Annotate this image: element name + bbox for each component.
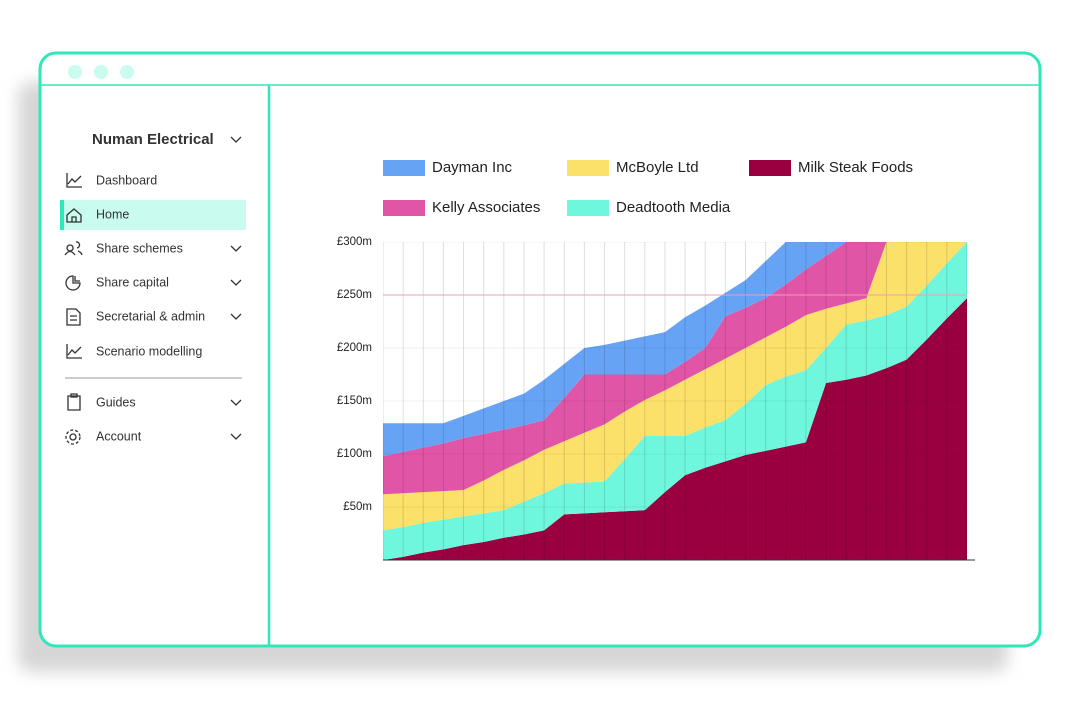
chevron[interactable] [230, 399, 242, 406]
window-dot[interactable] [68, 65, 82, 79]
company-name[interactable]: Numan Electrical [92, 131, 214, 148]
y-tick-label: £250m [337, 289, 372, 301]
icon [65, 275, 81, 291]
menu-item[interactable]: Share schemes [96, 241, 183, 255]
active-highlight [60, 200, 246, 230]
chevron[interactable] [230, 433, 242, 440]
chevron[interactable] [230, 136, 242, 143]
menu-item[interactable]: Secretarial & admin [96, 309, 205, 323]
menu-item[interactable]: Scenario modelling [96, 344, 202, 358]
area-band [383, 242, 847, 457]
menu-item[interactable]: Guides [96, 395, 136, 409]
window-dot[interactable] [120, 65, 134, 79]
y-tick-label: £300m [337, 236, 372, 248]
icon [66, 208, 82, 223]
menu-item[interactable]: Home [96, 207, 129, 221]
menu-item[interactable]: Share capital [96, 275, 169, 289]
active-marker [60, 200, 64, 230]
menu-item[interactable]: Dashboard [96, 173, 157, 187]
legend-swatch [383, 160, 425, 176]
area-band [383, 298, 967, 560]
chevron[interactable] [230, 313, 242, 320]
icon [65, 429, 81, 445]
plot-area [383, 242, 967, 560]
icon [64, 241, 83, 256]
icon [66, 308, 81, 326]
legend-label: Milk Steak Foods [798, 159, 913, 176]
y-tick-label: £150m [337, 395, 372, 407]
icon [66, 344, 82, 359]
icon [67, 393, 81, 411]
chart: £50m £100m £150m £200m £250m £300m Dayman Inc M… [337, 159, 975, 561]
legend-swatch [567, 200, 609, 216]
area-band [383, 242, 887, 495]
area-band [383, 242, 967, 531]
legend-swatch [749, 160, 791, 176]
menu-item[interactable]: Account [96, 429, 142, 443]
sidebar: Numan Electrical Dashboard Home Share sc… [60, 131, 246, 445]
chevron[interactable] [230, 245, 242, 252]
icon [69, 433, 77, 441]
window-dot[interactable] [94, 65, 108, 79]
legend-label: Dayman Inc [432, 159, 513, 176]
y-tick-label: £100m [337, 448, 372, 460]
legend-label: McBoyle Ltd [616, 159, 699, 176]
area-band [383, 242, 967, 560]
y-tick-label: £200m [337, 342, 372, 354]
legend-label: Kelly Associates [432, 199, 540, 216]
legend-swatch [383, 200, 425, 216]
chevron[interactable] [230, 279, 242, 286]
icon [66, 173, 82, 188]
legend-label: Deadtooth Media [616, 199, 731, 216]
legend-swatch [567, 160, 609, 176]
y-tick-label: £50m [343, 501, 372, 513]
